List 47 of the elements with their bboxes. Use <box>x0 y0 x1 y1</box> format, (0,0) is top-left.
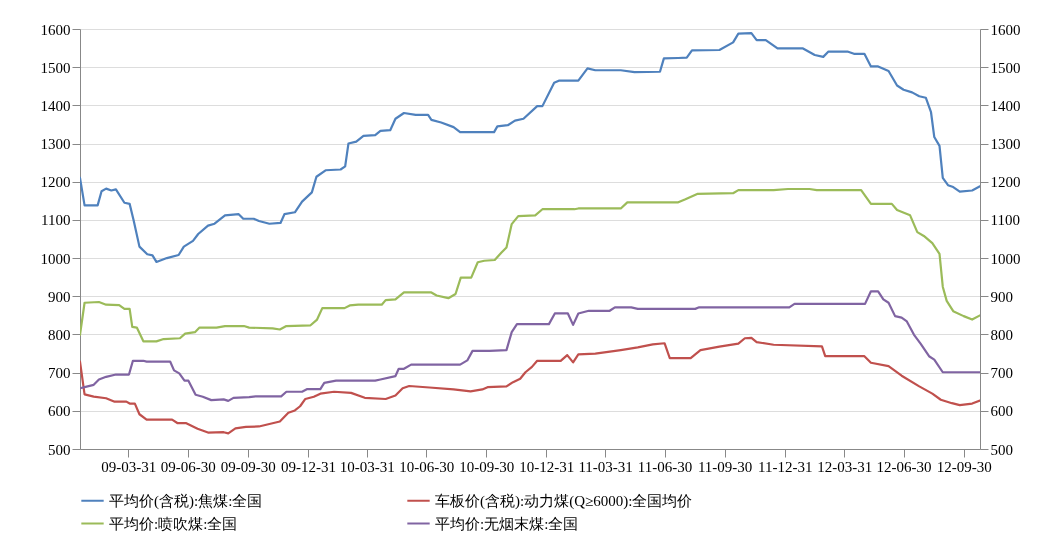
y2-tick-label: 1300 <box>990 136 1021 153</box>
y2-tick-label: 600 <box>990 403 1013 420</box>
y-tick-label: 1400 <box>40 97 71 114</box>
legend-label: 平均价:无烟末煤:全国 <box>435 515 579 532</box>
legend-label: 平均价:喷吹煤:全国 <box>109 515 238 532</box>
y2-tick-label: 700 <box>990 365 1013 382</box>
line-series <box>80 290 980 402</box>
y-tick-label: 1100 <box>41 212 71 229</box>
x-tick-label: 10-09-30 <box>459 458 515 475</box>
y-tick-label: 500 <box>48 441 71 458</box>
legend-label: 平均价(含税):焦煤:全国 <box>109 492 263 510</box>
x-tick-label: 10-12-31 <box>519 458 575 475</box>
y2-tick-label: 1000 <box>990 250 1021 267</box>
y-tick-label: 1600 <box>40 21 71 38</box>
x-tick-label: 09-03-31 <box>101 458 157 475</box>
y-tick-label: 800 <box>48 326 71 343</box>
y2-tick-label: 1500 <box>990 59 1021 76</box>
x-tick-label: 12-06-30 <box>876 458 932 475</box>
x-tick-label: 10-06-30 <box>399 458 455 475</box>
y-tick-label: 1000 <box>40 250 71 267</box>
y2-tick-label: 800 <box>990 326 1013 343</box>
x-tick-label: 12-03-31 <box>817 458 873 475</box>
x-tick-label: 12-09-30 <box>936 458 992 475</box>
y-tick-label: 1200 <box>40 174 71 191</box>
y2-tick-label: 1600 <box>990 21 1021 38</box>
x-tick-label: 09-09-30 <box>220 458 276 475</box>
y2-tick-label: 1200 <box>990 174 1021 191</box>
y-tick-label: 900 <box>48 288 71 305</box>
x-tick-label: 10-03-31 <box>339 458 395 475</box>
y-tick-label: 1300 <box>40 136 71 153</box>
y-tick-label: 600 <box>48 403 71 420</box>
line-series <box>80 32 980 264</box>
legend-label: 车板价(含税):动力煤(Q≥6000):全国均价 <box>435 492 693 510</box>
y-tick-label: 700 <box>48 365 71 382</box>
y2-tick-label: 1400 <box>990 97 1021 114</box>
y2-tick-label: 500 <box>990 441 1013 458</box>
line-series <box>80 187 980 343</box>
x-tick-label: 11-12-31 <box>758 458 813 475</box>
x-tick-label: 09-12-31 <box>280 458 336 475</box>
x-tick-label: 11-03-31 <box>578 458 633 475</box>
x-tick-label: 11-09-30 <box>697 458 753 475</box>
y-tick-label: 1500 <box>40 59 71 76</box>
y2-tick-label: 1100 <box>990 212 1020 229</box>
line-series <box>80 336 980 435</box>
x-tick-label: 11-06-30 <box>637 458 693 475</box>
x-tick-label: 09-06-30 <box>160 458 216 475</box>
y2-tick-label: 900 <box>990 288 1013 305</box>
